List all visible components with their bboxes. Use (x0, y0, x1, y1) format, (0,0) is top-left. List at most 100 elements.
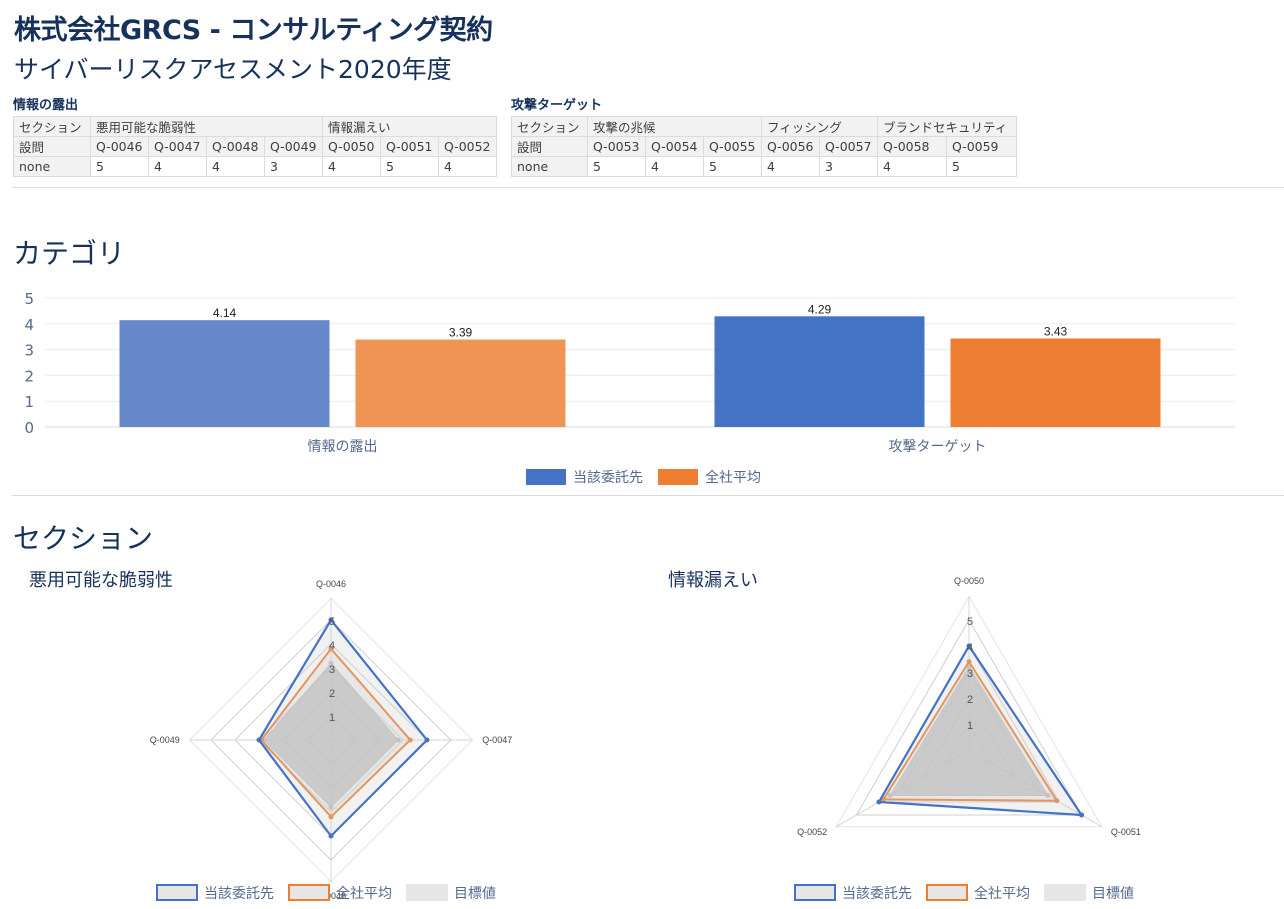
radar-point[interactable] (966, 643, 972, 649)
question-cell: Q-0054 (645, 136, 704, 157)
section-cell: フィッシング (761, 116, 878, 137)
radar-spoke (835, 749, 970, 828)
radar-point[interactable] (261, 737, 267, 743)
bar[interactable] (714, 316, 925, 427)
y-tick-label: 2 (24, 367, 34, 385)
y-tick-label: 4 (24, 316, 34, 334)
radar-point[interactable] (258, 737, 264, 743)
row-label-value: none (13, 156, 91, 177)
radar-series-area[interactable] (257, 618, 429, 838)
legend-swatch[interactable] (926, 884, 968, 901)
radar-point[interactable] (1054, 798, 1060, 804)
radar-grid-ring (282, 691, 380, 789)
radar-point[interactable] (424, 737, 430, 743)
question-cell: Q-0056 (761, 136, 820, 157)
section-cell: ブランドセキュリティ (877, 116, 1017, 137)
radar-point[interactable] (328, 646, 334, 652)
x-tick-label: 攻撃ターゲット (889, 439, 987, 455)
legend-swatch[interactable] (288, 884, 330, 901)
radar-point[interactable] (328, 617, 334, 623)
value-cell: 5 (380, 156, 439, 177)
radar-axis-label: Q-0047 (482, 735, 512, 745)
exposure-table-block: 情報の露出 セクション 悪用可能な脆弱性 情報漏えい 設問 Q-0046 Q-0047 Q-… (13, 95, 497, 177)
radar-point[interactable] (887, 793, 893, 798)
table-row: セクション 悪用可能な脆弱性 情報漏えい (13, 116, 497, 137)
legend-label: 目標値 (1092, 886, 1134, 902)
radar-point[interactable] (328, 814, 334, 820)
radar-point[interactable] (966, 659, 972, 665)
radar-point[interactable] (256, 737, 262, 743)
question-cell: Q-0047 (148, 136, 207, 157)
value-cell: 4 (877, 156, 947, 177)
radar-grid-ring (306, 715, 356, 765)
legend-label: 全社平均 (705, 469, 761, 486)
question-cell: Q-0049 (264, 136, 323, 157)
radar-axis-label: Q-0046 (316, 579, 346, 589)
radar-tick-label: 5 (329, 616, 335, 628)
radar-axis-label: Q-0049 (150, 735, 180, 745)
radar-tick-label: 2 (967, 694, 973, 706)
question-cell: Q-0057 (819, 136, 878, 157)
question-cell: Q-0058 (877, 136, 947, 157)
legend-label: 当該委託先 (204, 886, 274, 902)
bar-value-label: 3.43 (1044, 325, 1068, 339)
radar-series-area[interactable] (889, 665, 1049, 796)
legend-swatch[interactable] (794, 884, 836, 901)
legend-swatch[interactable] (406, 884, 448, 901)
radar-point[interactable] (1045, 793, 1051, 798)
radar-tick-label: 5 (967, 616, 973, 628)
legend-swatch[interactable] (658, 469, 698, 485)
legend-swatch[interactable] (1044, 884, 1086, 901)
legend-swatch[interactable] (156, 884, 198, 901)
radar-axis-label: Q-0051 (1111, 827, 1141, 837)
radar-point[interactable] (966, 664, 972, 670)
value-cell: 4 (206, 156, 265, 177)
radar-series-area[interactable] (263, 662, 399, 808)
radar-title-vulnerability: 悪用可能な脆弱性 (29, 570, 173, 591)
radar-title-leakage: 情報漏えい (668, 570, 758, 591)
radar-point[interactable] (328, 833, 334, 839)
target-table-block: 攻撃ターゲット セクション 攻撃の兆候 フィッシング ブランドセキュリティ 設問 Q-00… (511, 95, 1017, 177)
legend-swatch[interactable] (526, 469, 566, 485)
section-cell: 情報漏えい (322, 116, 497, 137)
section-cell: 攻撃の兆候 (587, 116, 762, 137)
radar-tick-label: 2 (329, 688, 335, 700)
bar[interactable] (119, 320, 330, 427)
bar-value-label: 4.29 (808, 302, 832, 316)
radar-point[interactable] (1079, 812, 1085, 818)
radar-series-area[interactable] (881, 659, 1059, 802)
radar-tick-label: 1 (967, 720, 973, 732)
value-cell: 3 (819, 156, 878, 177)
radar-point[interactable] (876, 799, 882, 805)
radar-grid-ring (900, 670, 1038, 790)
value-cell: 4 (438, 156, 497, 177)
question-cell: Q-0046 (90, 136, 149, 157)
divider (12, 187, 1284, 188)
value-cell: 4 (645, 156, 704, 177)
bar-value-label: 3.39 (449, 326, 473, 340)
bar[interactable] (950, 338, 1161, 427)
radar-point[interactable] (328, 804, 334, 810)
y-tick-label: 5 (24, 290, 34, 308)
row-label-question: 設問 (13, 136, 91, 157)
radar-tick-label: 4 (329, 640, 335, 652)
radar-point[interactable] (395, 737, 401, 743)
value-cell: 4 (148, 156, 207, 177)
bar[interactable] (355, 339, 566, 427)
value-cell: 4 (761, 156, 820, 177)
question-cell: Q-0053 (587, 136, 646, 157)
table-row: none 5 4 4 3 4 5 4 (13, 156, 497, 177)
value-cell: 5 (703, 156, 762, 177)
radar-axis-label: Q-0052 (797, 827, 827, 837)
section-heading: セクション (13, 522, 154, 555)
radar-tick-label: 3 (967, 668, 973, 680)
category-heading: カテゴリ (13, 237, 126, 270)
radar-point[interactable] (407, 737, 413, 743)
radar-point[interactable] (880, 796, 886, 802)
radar-point[interactable] (328, 660, 334, 666)
row-label-question: 設問 (511, 136, 588, 157)
radar-series-area[interactable] (260, 647, 412, 819)
question-cell: Q-0050 (322, 136, 381, 157)
question-cell: Q-0051 (380, 136, 439, 157)
radar-series-area[interactable] (877, 643, 1084, 817)
